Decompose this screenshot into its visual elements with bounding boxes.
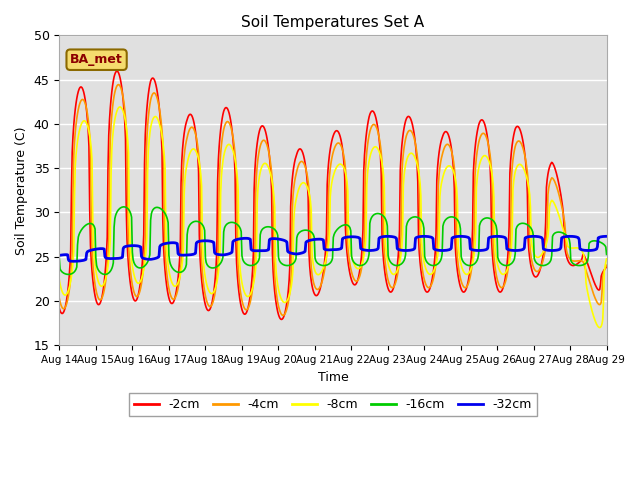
-32cm <box>122 243 130 249</box>
-2cm <box>278 317 285 323</box>
-32cm <box>65 258 73 264</box>
-8cm <box>207 290 214 296</box>
-8cm <box>400 172 408 178</box>
Line: -32cm: -32cm <box>60 236 607 261</box>
-8cm <box>603 256 611 262</box>
-8cm <box>122 123 130 129</box>
-2cm <box>603 264 611 270</box>
-16cm <box>207 265 215 271</box>
-8cm <box>416 180 424 186</box>
-4cm <box>417 253 425 259</box>
-4cm <box>207 303 214 309</box>
-32cm <box>56 252 63 258</box>
-8cm <box>116 104 124 110</box>
Line: -4cm: -4cm <box>60 84 607 315</box>
-16cm <box>401 255 409 261</box>
-4cm <box>279 312 287 318</box>
-16cm <box>417 217 425 223</box>
-2cm <box>65 274 73 279</box>
-4cm <box>122 124 130 130</box>
-2cm <box>178 157 186 163</box>
Text: BA_met: BA_met <box>70 53 123 66</box>
Line: -2cm: -2cm <box>60 71 607 320</box>
-4cm <box>56 295 63 301</box>
-32cm <box>603 233 611 239</box>
-2cm <box>401 121 409 127</box>
-2cm <box>207 304 214 310</box>
-4cm <box>65 288 73 294</box>
-32cm <box>416 234 424 240</box>
-8cm <box>56 277 63 283</box>
-2cm <box>113 68 121 74</box>
-8cm <box>178 264 186 269</box>
-4cm <box>401 140 409 145</box>
-2cm <box>417 266 425 272</box>
-16cm <box>120 204 128 210</box>
-16cm <box>56 255 63 261</box>
-16cm <box>603 252 611 257</box>
-16cm <box>123 205 131 211</box>
X-axis label: Time: Time <box>317 371 348 384</box>
Line: -8cm: -8cm <box>60 107 607 327</box>
-32cm <box>178 252 186 258</box>
Legend: -2cm, -4cm, -8cm, -16cm, -32cm: -2cm, -4cm, -8cm, -16cm, -32cm <box>129 394 537 417</box>
-32cm <box>207 239 214 244</box>
Line: -16cm: -16cm <box>60 207 607 275</box>
Title: Soil Temperatures Set A: Soil Temperatures Set A <box>241 15 424 30</box>
-2cm <box>56 305 63 311</box>
-8cm <box>596 324 604 330</box>
Y-axis label: Soil Temperature (C): Soil Temperature (C) <box>15 126 28 254</box>
-32cm <box>400 248 408 253</box>
-4cm <box>603 263 611 268</box>
-8cm <box>65 285 73 291</box>
-4cm <box>178 248 186 253</box>
-16cm <box>65 272 72 277</box>
-2cm <box>122 205 130 211</box>
-16cm <box>179 268 186 274</box>
-32cm <box>70 258 77 264</box>
-4cm <box>115 82 122 87</box>
-16cm <box>66 271 74 277</box>
